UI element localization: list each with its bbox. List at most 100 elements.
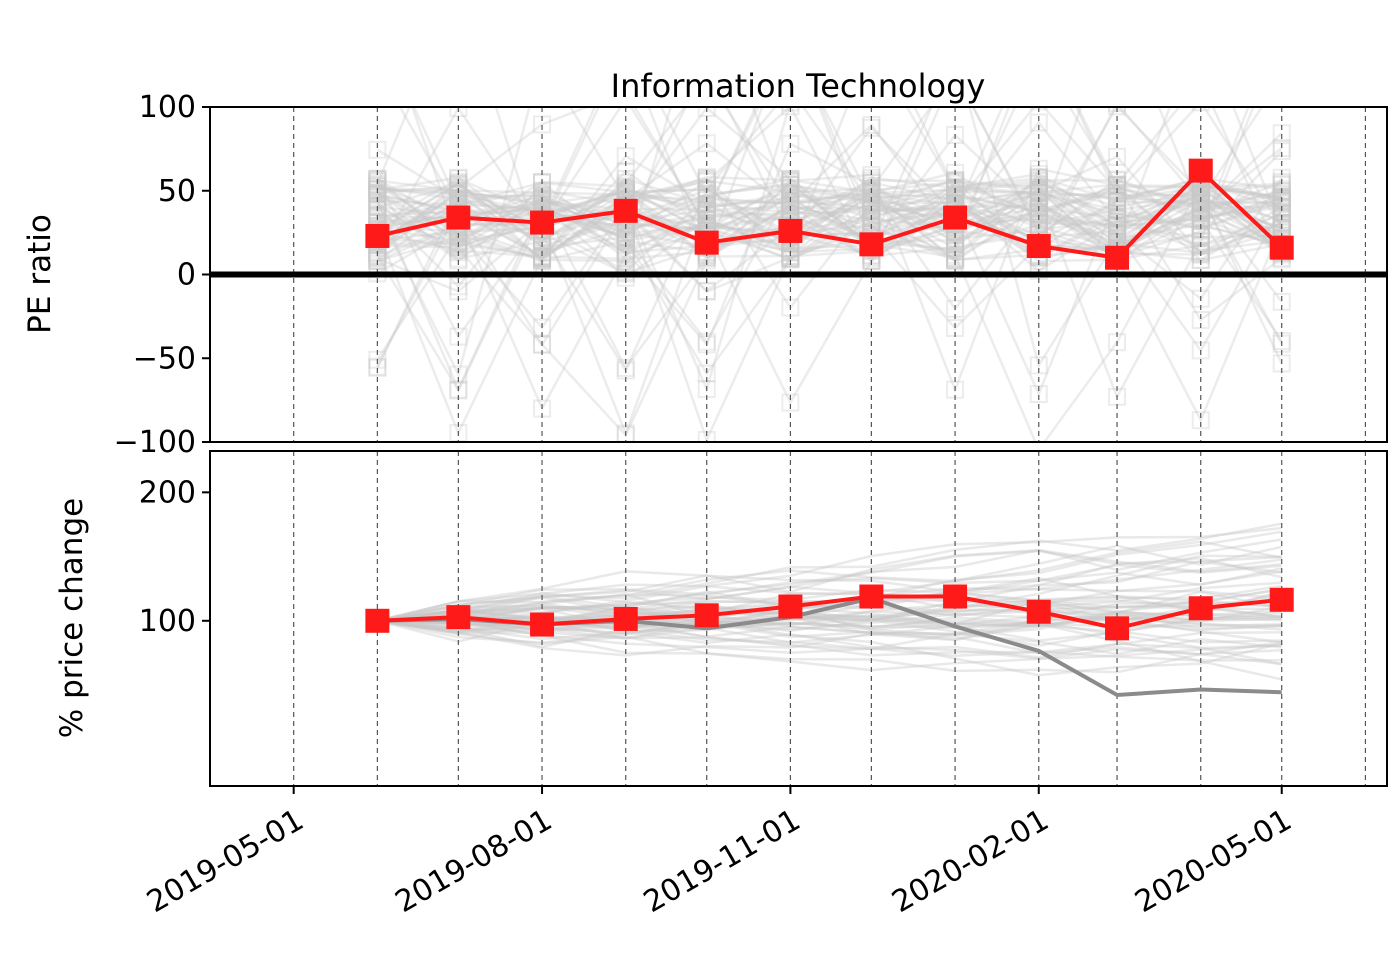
peer-marker (781, 249, 800, 268)
data-point (859, 232, 884, 257)
peer-line (377, 599, 1282, 627)
peer-line (376, 184, 1283, 257)
peer-marker (1108, 176, 1127, 195)
peer-marker (1029, 384, 1048, 403)
data-point (365, 608, 390, 633)
peer-line (376, 177, 1283, 274)
peer-marker (1272, 168, 1291, 187)
peer-marker (1029, 168, 1048, 187)
peer-marker (368, 357, 387, 376)
peer-line (377, 179, 1283, 330)
peer-line (377, 120, 1282, 263)
peer-line (376, 107, 1282, 249)
peer-line (377, 596, 1282, 623)
data-point (365, 223, 390, 248)
peer-marker (449, 365, 468, 384)
peer-marker (618, 31, 634, 47)
peer-marker (862, 195, 881, 214)
peer-line (377, 567, 1282, 623)
peer-marker (1193, 17, 1209, 33)
peer-line (376, 142, 1283, 347)
peer-line (377, 189, 1283, 442)
peer-marker (1029, 356, 1048, 375)
peer-marker (946, 240, 965, 259)
peer-marker (616, 230, 635, 249)
peer-marker (947, 45, 963, 61)
x-tick-label: 2019-11-01 (638, 803, 806, 920)
peer-marker (368, 176, 387, 195)
data-point (694, 603, 719, 628)
peer-line (377, 107, 1283, 254)
data-point (613, 198, 638, 223)
peer-marker (449, 231, 468, 250)
peer-line (376, 186, 1282, 369)
peer-line (376, 107, 1283, 260)
peer-line (377, 619, 1282, 647)
peer-marker (368, 140, 387, 159)
peer-marker (781, 194, 800, 213)
peer-marker (1191, 185, 1210, 204)
peer-line (377, 177, 1283, 261)
peer-marker (863, 38, 879, 54)
peer-marker (449, 168, 468, 187)
peer-line (377, 588, 1282, 623)
peer-marker (1029, 203, 1048, 222)
peer-marker (1193, 72, 1209, 88)
peer-line (377, 619, 1282, 674)
peer-marker (1272, 213, 1291, 232)
peer-marker (449, 239, 468, 258)
peer-line (376, 182, 1283, 249)
x-tick-label: 2020-05-01 (1129, 803, 1297, 920)
peer-marker (1191, 195, 1210, 214)
peer-marker (533, 186, 552, 205)
peer-marker (368, 186, 387, 205)
peer-line (377, 595, 1283, 677)
peer-line (377, 596, 1282, 644)
data-point (446, 605, 471, 630)
peer-line (377, 590, 1282, 637)
peer-marker (781, 176, 800, 195)
peer-marker (616, 239, 635, 258)
peer-line (377, 540, 1282, 623)
peer-marker (616, 249, 635, 268)
peer-marker (449, 231, 468, 250)
peer-line (376, 107, 1283, 369)
data-point (530, 210, 555, 235)
peer-line (411, 107, 1282, 260)
data-point (943, 584, 968, 609)
peer-marker (781, 176, 800, 195)
peer-line (376, 107, 1283, 256)
peer-marker (862, 185, 881, 204)
data-point (613, 606, 638, 631)
peer-line (376, 107, 1283, 275)
data-point (446, 205, 471, 230)
data-point (859, 584, 884, 609)
x-tick-label: 2019-08-01 (390, 803, 558, 920)
peer-line (377, 563, 1282, 623)
peer-marker (1191, 194, 1210, 213)
peer-marker (369, 59, 385, 75)
peer-marker (781, 249, 800, 268)
peer-line (377, 619, 1282, 672)
peer-marker (1029, 159, 1048, 178)
data-point (1105, 245, 1130, 270)
peer-line (377, 176, 1283, 293)
peer-line (377, 590, 1283, 633)
pe-ratio-series (365, 158, 1294, 270)
peer-marker (534, 51, 550, 67)
peer-marker (863, 11, 879, 27)
peer-line (376, 189, 1283, 263)
peer-marker (1108, 212, 1127, 231)
peer-line (376, 107, 1283, 379)
peer-line (377, 614, 1282, 644)
peer-marker (1108, 176, 1127, 195)
peer-marker (1191, 194, 1210, 213)
peer-line (377, 176, 1283, 262)
peer-marker (697, 185, 716, 204)
x-tick-label: 2020-02-01 (886, 803, 1054, 920)
peer-marker (1108, 107, 1127, 116)
peer-marker (368, 249, 387, 268)
peer-marker (1108, 212, 1127, 231)
peer-line (377, 544, 1282, 623)
peer-marker (1274, 69, 1290, 85)
